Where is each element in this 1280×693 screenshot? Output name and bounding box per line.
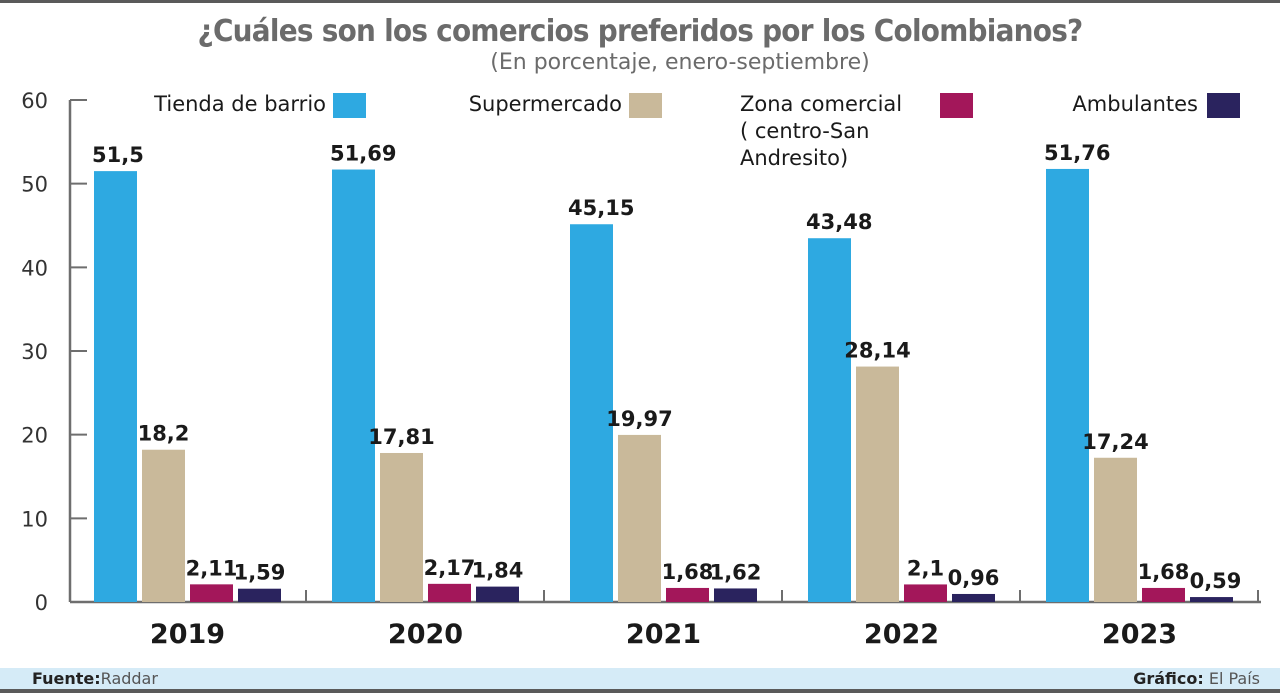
- y-tick-label: 30: [21, 340, 48, 364]
- legend-swatch: [629, 93, 662, 118]
- bar-2019-2: [190, 584, 233, 602]
- chart-subtitle: (En porcentaje, enero-septiembre): [490, 50, 870, 75]
- credit: Gráfico: El País: [1133, 669, 1260, 688]
- legend-label: Ambulantes: [1072, 92, 1198, 116]
- legend-label: Supermercado: [469, 92, 622, 116]
- bar-2019-1: [142, 449, 185, 602]
- legend-swatch: [333, 93, 366, 118]
- y-tick-label: 0: [35, 591, 48, 615]
- top-border: [0, 0, 1280, 3]
- bar-2021-1: [618, 434, 661, 602]
- credit-label: Gráfico:: [1133, 669, 1204, 688]
- legend-label: Zona comercial: [740, 92, 902, 116]
- data-label: 28,14: [844, 339, 910, 363]
- y-tick-label: 10: [21, 507, 48, 531]
- data-label: 51,76: [1044, 141, 1110, 165]
- data-label: 2,11: [186, 556, 238, 580]
- bar-2023-0: [1046, 168, 1089, 602]
- bar-2020-2: [428, 583, 471, 602]
- category-label: 2023: [1102, 619, 1177, 650]
- category-label: 2019: [150, 619, 225, 650]
- bar-2023-1: [1094, 457, 1137, 602]
- data-label: 17,24: [1082, 430, 1148, 454]
- data-label: 45,15: [568, 196, 634, 220]
- bar-2020-1: [380, 452, 423, 602]
- footer: Fuente:Raddar Gráfico: El País: [0, 668, 1280, 689]
- y-tick-label: 20: [21, 424, 48, 448]
- bar-2022-3: [952, 593, 995, 602]
- credit-value: El País: [1208, 669, 1260, 688]
- bar-2021-0: [570, 224, 613, 602]
- source-value: Raddar: [100, 669, 158, 688]
- bar-2020-0: [332, 169, 375, 603]
- bar-2019-3: [238, 588, 281, 602]
- bar-2020-3: [476, 586, 519, 602]
- data-label: 51,69: [330, 142, 396, 166]
- data-label: 18,2: [138, 422, 190, 446]
- data-label: 1,59: [234, 561, 286, 585]
- data-label: 2,1: [907, 556, 944, 580]
- bar-2022-2: [904, 584, 947, 602]
- source-label: Fuente:: [32, 669, 101, 688]
- y-tick-label: 60: [21, 89, 48, 113]
- y-tick-label: 50: [21, 173, 48, 197]
- data-label: 51,5: [92, 143, 144, 167]
- category-label: 2021: [626, 619, 701, 650]
- bottom-border: [0, 689, 1280, 693]
- bar-2021-3: [714, 588, 757, 602]
- bar-2019-0: [94, 171, 137, 602]
- bar-2022-0: [808, 238, 851, 602]
- data-label: 2,17: [424, 556, 476, 580]
- source: Fuente:Raddar: [32, 669, 158, 688]
- data-label: 1,62: [710, 560, 762, 584]
- data-label: 0,96: [948, 566, 1000, 590]
- legend-label: ( centro-San: [740, 119, 869, 143]
- bar-2023-3: [1190, 597, 1233, 602]
- legend-label: Andresito): [740, 146, 848, 170]
- data-label: 43,48: [806, 210, 872, 234]
- bar-2022-1: [856, 366, 899, 602]
- data-label: 17,81: [368, 425, 434, 449]
- bar-2021-2: [666, 587, 709, 602]
- y-tick-label: 40: [21, 256, 48, 280]
- legend-swatch: [940, 93, 973, 118]
- bar-2023-2: [1142, 587, 1185, 602]
- category-label: 2022: [864, 619, 939, 650]
- chart-title: ¿Cuáles son los comercios preferidos por…: [197, 14, 1084, 49]
- data-label: 1,68: [662, 560, 714, 584]
- legend-label: Tienda de barrio: [153, 92, 326, 116]
- category-label: 2020: [388, 619, 463, 650]
- data-label: 1,84: [472, 559, 524, 583]
- legend-swatch: [1207, 93, 1240, 118]
- data-label: 0,59: [1190, 569, 1242, 593]
- data-label: 19,97: [606, 407, 672, 431]
- data-label: 1,68: [1138, 560, 1190, 584]
